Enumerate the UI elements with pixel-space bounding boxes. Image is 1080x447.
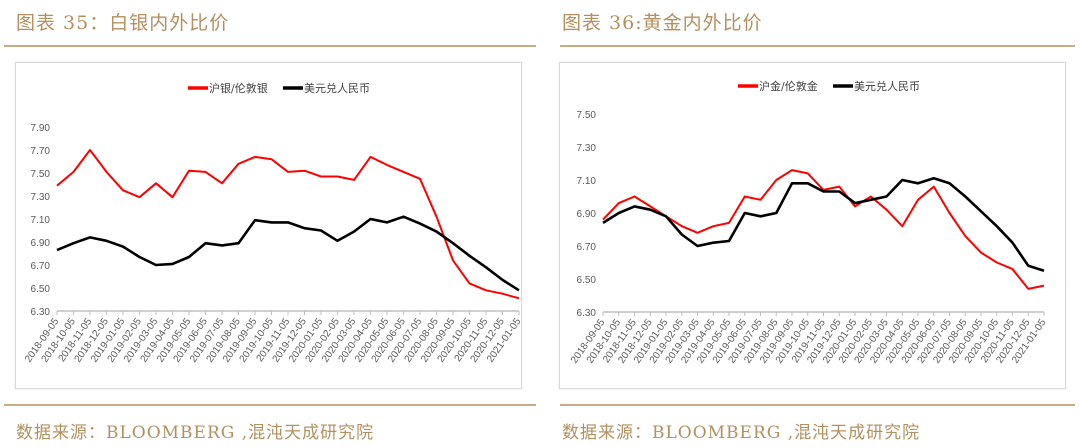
left-chart-frame (15, 62, 522, 389)
legend-label: 美元兑人民币 (304, 81, 370, 95)
legend-label: 沪银/伦敦银 (209, 81, 268, 95)
left-title-rule (4, 45, 536, 47)
y-tick-label: 7.50 (577, 110, 597, 121)
y-tick-label: 6.90 (31, 238, 51, 249)
y-tick-label: 7.30 (31, 192, 51, 203)
chart-2: 6.306.506.706.907.107.307.502018-09-0520… (569, 79, 1049, 366)
right-source-note: 数据来源：BLOOMBERG ,混沌天成研究院 (562, 423, 921, 443)
right-title-rule (560, 45, 1075, 47)
y-tick-label: 6.50 (577, 275, 597, 286)
y-tick-label: 7.70 (31, 146, 51, 157)
y-tick-label: 7.30 (577, 143, 597, 154)
left-source-rule (4, 404, 536, 406)
y-tick-label: 6.50 (31, 284, 51, 295)
series-line-black (56, 215, 520, 292)
y-tick-label: 7.10 (31, 215, 51, 226)
y-tick-label: 6.90 (577, 209, 597, 220)
y-tick-label: 7.10 (577, 176, 597, 187)
chart-1: 6.306.506.706.907.107.307.507.707.902018… (23, 81, 524, 365)
left-source-note: 数据来源：BLOOMBERG ,混沌天成研究院 (16, 423, 375, 443)
y-tick-label: 6.30 (577, 308, 597, 319)
right-source-rule (560, 404, 1075, 406)
series-line-red (56, 149, 520, 300)
y-tick-label: 6.70 (577, 242, 597, 253)
legend-label: 美元兑人民币 (854, 79, 920, 93)
left-figure-title: 图表 35：白银内外比价 (16, 12, 230, 34)
y-tick-label: 7.90 (31, 123, 51, 134)
y-tick-label: 6.70 (31, 261, 51, 272)
right-chart-frame (559, 62, 1066, 389)
legend-label: 沪金/伦敦金 (759, 79, 818, 93)
y-tick-label: 6.30 (31, 307, 51, 318)
series-line-red (602, 169, 1045, 290)
y-tick-label: 7.50 (31, 169, 51, 180)
right-figure-title: 图表 36:黄金内外比价 (562, 12, 763, 34)
series-line-black (602, 177, 1045, 273)
